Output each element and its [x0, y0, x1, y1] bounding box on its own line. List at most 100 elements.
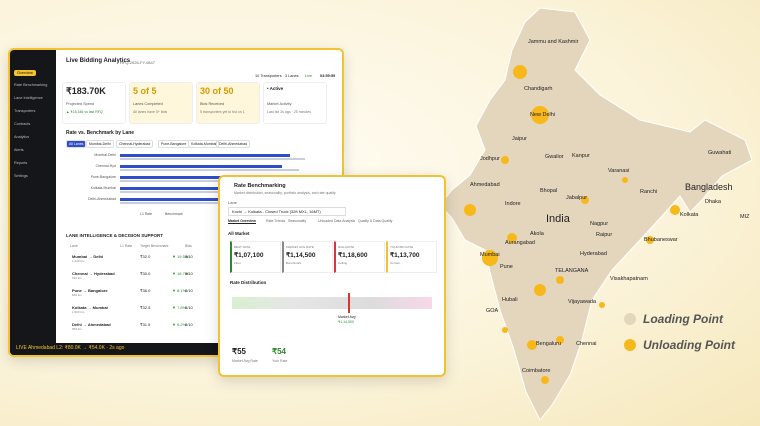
chart-tab[interactable]: Pune-Bangalore [158, 140, 190, 148]
city-label: Bhubaneswar [644, 237, 678, 243]
rate-label: BEST RATE [234, 245, 251, 249]
table-header: Bids [185, 244, 192, 248]
nav-item[interactable]: Reports [14, 161, 28, 165]
panel-tab[interactable]: Rate Trends [266, 219, 286, 223]
city-label: Raipur [596, 232, 612, 238]
city-label: Chennai [576, 341, 597, 347]
chart-tab[interactable]: Kolkata-Mumbai [188, 140, 220, 148]
city-label: Bhopal [540, 188, 557, 194]
legend-swatch [624, 339, 636, 351]
city-label: MIZ [740, 214, 750, 220]
benchmark-panel: Rate Benchmarking Market distribution, s… [218, 175, 446, 377]
chart-tab[interactable]: All Lanes [66, 140, 87, 148]
city-label: Bangladesh [685, 182, 733, 192]
rate-card [230, 241, 281, 273]
kpi-label: Lanes Completed [133, 102, 163, 106]
table-cell: Delhi → Ahmedabad [72, 322, 111, 327]
distribution-band [232, 297, 432, 309]
city-label: Hyderabad [580, 251, 607, 257]
table-cell: 8/10 [185, 322, 193, 327]
lane-select[interactable]: Kochi → Kolkata - Closed Truck (32ft MXL… [228, 207, 346, 216]
kpi-label: Market Activity [267, 102, 292, 106]
summary-value: ₹54 [272, 347, 286, 356]
chart-tab[interactable]: Delhi-Ahmedabad [216, 140, 251, 148]
nav-item[interactable]: Overview [14, 70, 36, 76]
legend-label: Unloading Point [643, 338, 736, 352]
chart-tab[interactable]: Chennai-Hyderabad [116, 140, 154, 148]
table-cell: 8/10 [185, 271, 193, 276]
city-label: Kolkata [680, 212, 699, 218]
table-cell: ₹31.5 [140, 322, 151, 327]
table-cell: ₹32.0 [140, 254, 151, 259]
rate-card [334, 241, 385, 273]
india-shape [439, 7, 753, 421]
legend-swatch [624, 313, 636, 325]
city-label: Mumbai [480, 252, 500, 258]
bar-benchmark [120, 158, 305, 160]
panel-tab[interactable]: Market Overview [228, 219, 256, 224]
nav-item[interactable]: Lane Intelligence [14, 96, 43, 100]
bar-benchmark [120, 180, 293, 182]
chart-title: Rate vs. Benchmark by Lane [66, 130, 135, 136]
kpi-value: ₹183.70K [66, 86, 106, 96]
market-marker [348, 293, 350, 313]
city-label: GOA [486, 308, 499, 314]
kpi-value: • Active [267, 86, 284, 91]
city-label: Coimbatore [522, 368, 550, 374]
kpi-note: ▲ ₹15,346 vs last RFQ [66, 110, 103, 114]
bar [120, 154, 290, 157]
city-label: Ranchi [640, 189, 657, 195]
rate-label: YOUR BID RATE [390, 245, 414, 249]
city-label: Ahmedabad [470, 182, 500, 188]
unloading-points [464, 65, 680, 384]
nav-item[interactable]: Contracts [14, 122, 31, 126]
panel-title: Rate Benchmarking [234, 183, 286, 189]
app-title: Live Bidding Analytics [66, 58, 131, 64]
table-cell: Mumbai → Delhi [72, 254, 104, 259]
table-cell: ▼ 6.2% [172, 322, 187, 327]
city-label: New Delhi [530, 112, 555, 118]
kpi-note: Last bid 2s ago · 25 minutes [267, 110, 311, 114]
city-label: Aurangabad [505, 240, 535, 246]
panel-tab[interactable]: Quality & Data Quality [358, 219, 393, 223]
kpi-card [62, 82, 126, 124]
chart-tab[interactable]: Mumbai-Delhi [86, 140, 114, 148]
table-cell: ₹36.0 [140, 288, 151, 293]
bar-label: Kolkata-Mumbai [90, 186, 116, 190]
rfq-id: RFQ-2026-FY-0847 [120, 60, 155, 65]
city-label: Bengaluru [536, 341, 561, 347]
ticker: LIVE Ahmedabad L2: ₹80.0K → ₹54.0K · 2s … [16, 345, 125, 351]
rate-note: Benchmark [286, 261, 302, 265]
nav-item[interactable]: Settings [14, 174, 28, 178]
kpi-note: 5 transporters yet to bid on 1 [200, 110, 245, 114]
city-label: Guwahati [708, 150, 731, 156]
bar-label: Pune-Bangalore [90, 175, 116, 179]
table-cell: ▼ 19.5% [172, 254, 189, 259]
city-label: Vijayawada [568, 299, 597, 305]
table-cell: ▼ 8.1% [172, 288, 187, 293]
distribution-title: Rate Distribution [230, 280, 267, 285]
bar-label: Chennai-Hyd [95, 164, 116, 168]
city-label: Pune [500, 264, 513, 270]
table-cell: 1,400 km [72, 259, 85, 263]
city-label: Chandigarh [524, 86, 552, 92]
city-label: Gwalior [545, 154, 564, 160]
sidebar [10, 50, 56, 355]
nav-item[interactable]: Alerts [14, 148, 24, 152]
kpi-note: All lanes have 3+ bids [133, 110, 168, 114]
panel-tab[interactable]: Seasonality [288, 219, 307, 223]
panel-tab[interactable]: Unloaded Data Analysis [318, 219, 356, 223]
kpi-label: Bids Received [200, 102, 225, 106]
status: 10 Transporters [255, 74, 282, 78]
status: 3 Lanes [285, 74, 299, 78]
nav-item[interactable]: Transporters [14, 109, 36, 113]
bar-label: Delhi-Ahmedabad [87, 197, 116, 201]
nav-item[interactable]: Analytics [14, 135, 30, 139]
bar [120, 198, 258, 201]
rate-value: ₹1,14,500 [286, 252, 316, 259]
city-label: Indore [505, 201, 521, 207]
nav-item[interactable]: Rate Benchmarking [14, 83, 48, 87]
table-cell: 8/10 [185, 254, 193, 259]
